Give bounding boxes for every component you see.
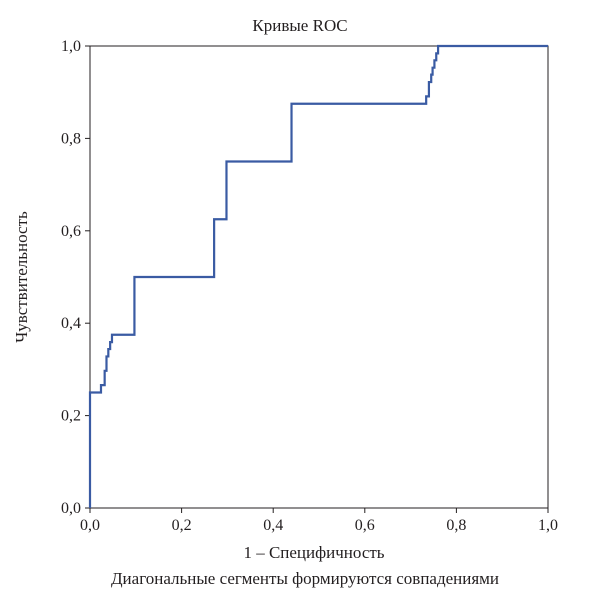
roc-curve-line [88, 44, 548, 508]
x-tick-label: 0,4 [263, 517, 283, 534]
y-axis-label: Чувствительность [12, 211, 31, 343]
x-axis-label: 1 – Специфичность [243, 543, 384, 562]
x-tick-label: 0,6 [355, 517, 375, 534]
chart-footnote: Диагональные сегменты формируются совпад… [111, 569, 499, 588]
x-tick-label: 0,8 [446, 517, 466, 534]
y-axis: 0,0 0,2 0,4 0,6 0,8 1,0 [61, 38, 90, 517]
chart-title: Кривые ROC [252, 16, 347, 35]
plot-frame [89, 45, 549, 509]
y-tick-label: 1,0 [61, 38, 81, 55]
x-tick-label: 1,0 [538, 517, 558, 534]
y-tick-label: 0,6 [61, 223, 81, 240]
y-tick-label: 0,0 [61, 500, 81, 517]
y-tick-label: 0,8 [61, 130, 81, 147]
y-tick-label: 0,2 [61, 408, 81, 425]
x-axis: 0,0 0,2 0,4 0,6 0,8 1,0 [80, 508, 558, 534]
x-tick-label: 0,2 [172, 517, 192, 534]
x-tick-label: 0,0 [80, 517, 100, 534]
y-tick-label: 0,4 [61, 315, 81, 332]
